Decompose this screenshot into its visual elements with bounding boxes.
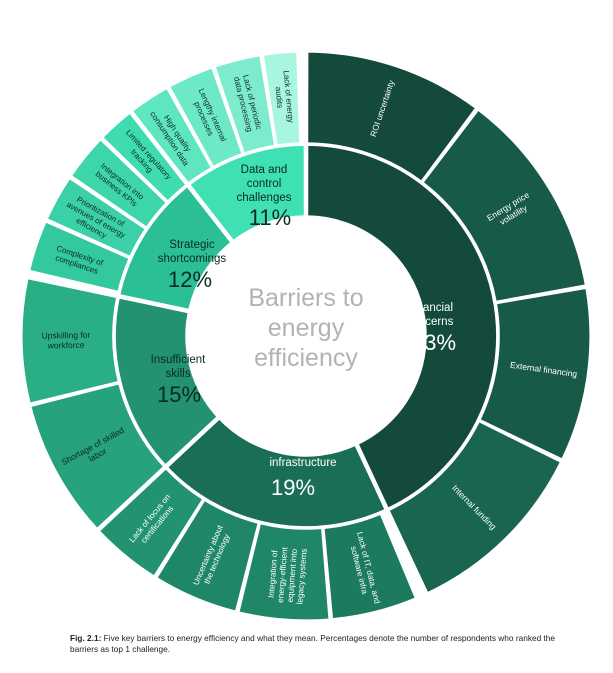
inner-label-adapting-infrastructure: Adapting infrastructure xyxy=(269,443,336,469)
percent-label-adapting-infrastructure: 19% xyxy=(271,475,315,500)
percent-label-insufficient-skills: 15% xyxy=(157,382,201,407)
outer-segment-lack-of-periodic-data-processing xyxy=(214,55,276,154)
figure-caption: Fig. 2.1: Five key barriers to energy ef… xyxy=(70,633,570,654)
outer-segment-energy-price-volatility xyxy=(422,109,587,302)
outer-segment-uncertainty-about-the-technology xyxy=(156,499,259,612)
outer-segment-lengthy-internal-processes xyxy=(169,67,243,168)
inner-label-data-and-control-challenges: Data and control challenges xyxy=(237,164,292,204)
outer-segment-high-quality-consumption-data xyxy=(131,87,213,184)
caption-text: Five key barriers to energy efficiency a… xyxy=(70,633,556,654)
chart-title: Barriers to energy efficiency xyxy=(248,284,363,372)
category-divider xyxy=(93,413,223,535)
caption-label: Fig. 2.1: xyxy=(70,633,102,643)
inner-segment-financial-concerns xyxy=(306,144,498,510)
outer-segment-prioritization-of-avenues-of-energy-efficiency xyxy=(46,177,147,258)
percent-label-financial-concerns: 43% xyxy=(412,330,456,355)
outer-segment-integration-of-energy-efficient-equipment-into-legacy-systems xyxy=(238,523,330,621)
outer-segment-shortage-of-skilled-labor xyxy=(30,383,165,530)
category-divider xyxy=(23,273,194,315)
outer-segment-roi-uncertainty xyxy=(306,51,477,182)
percent-label-data-and-control-challenges: 11% xyxy=(249,205,291,230)
outer-segment-lack-of-it-data-and-software-infra xyxy=(323,513,417,620)
category-divider xyxy=(352,440,430,598)
outer-segment-integration-into-business-kpis xyxy=(70,139,168,228)
outer-label-upskilling-for-workforce: Upskilling forworkforce xyxy=(42,330,91,351)
outer-segment-complexity-of-compliances xyxy=(28,221,130,293)
inner-label-financial-concerns: Financial concerns xyxy=(407,302,454,328)
inner-label-strategic-shortcomings: Strategic shortcomings xyxy=(158,239,227,265)
percent-label-strategic-shortcomings: 12% xyxy=(168,267,212,292)
outer-segment-external-financing xyxy=(479,287,591,460)
category-divider xyxy=(126,107,237,246)
outer-label-integration-of-energy-efficient-equipment-into-legacy-systems: Integration ofenergy-efficientequipment … xyxy=(266,545,308,604)
inner-label-insufficient-skills: Insufficient skills xyxy=(151,354,207,380)
outer-segment-lack-of-energy-audits xyxy=(262,51,301,146)
